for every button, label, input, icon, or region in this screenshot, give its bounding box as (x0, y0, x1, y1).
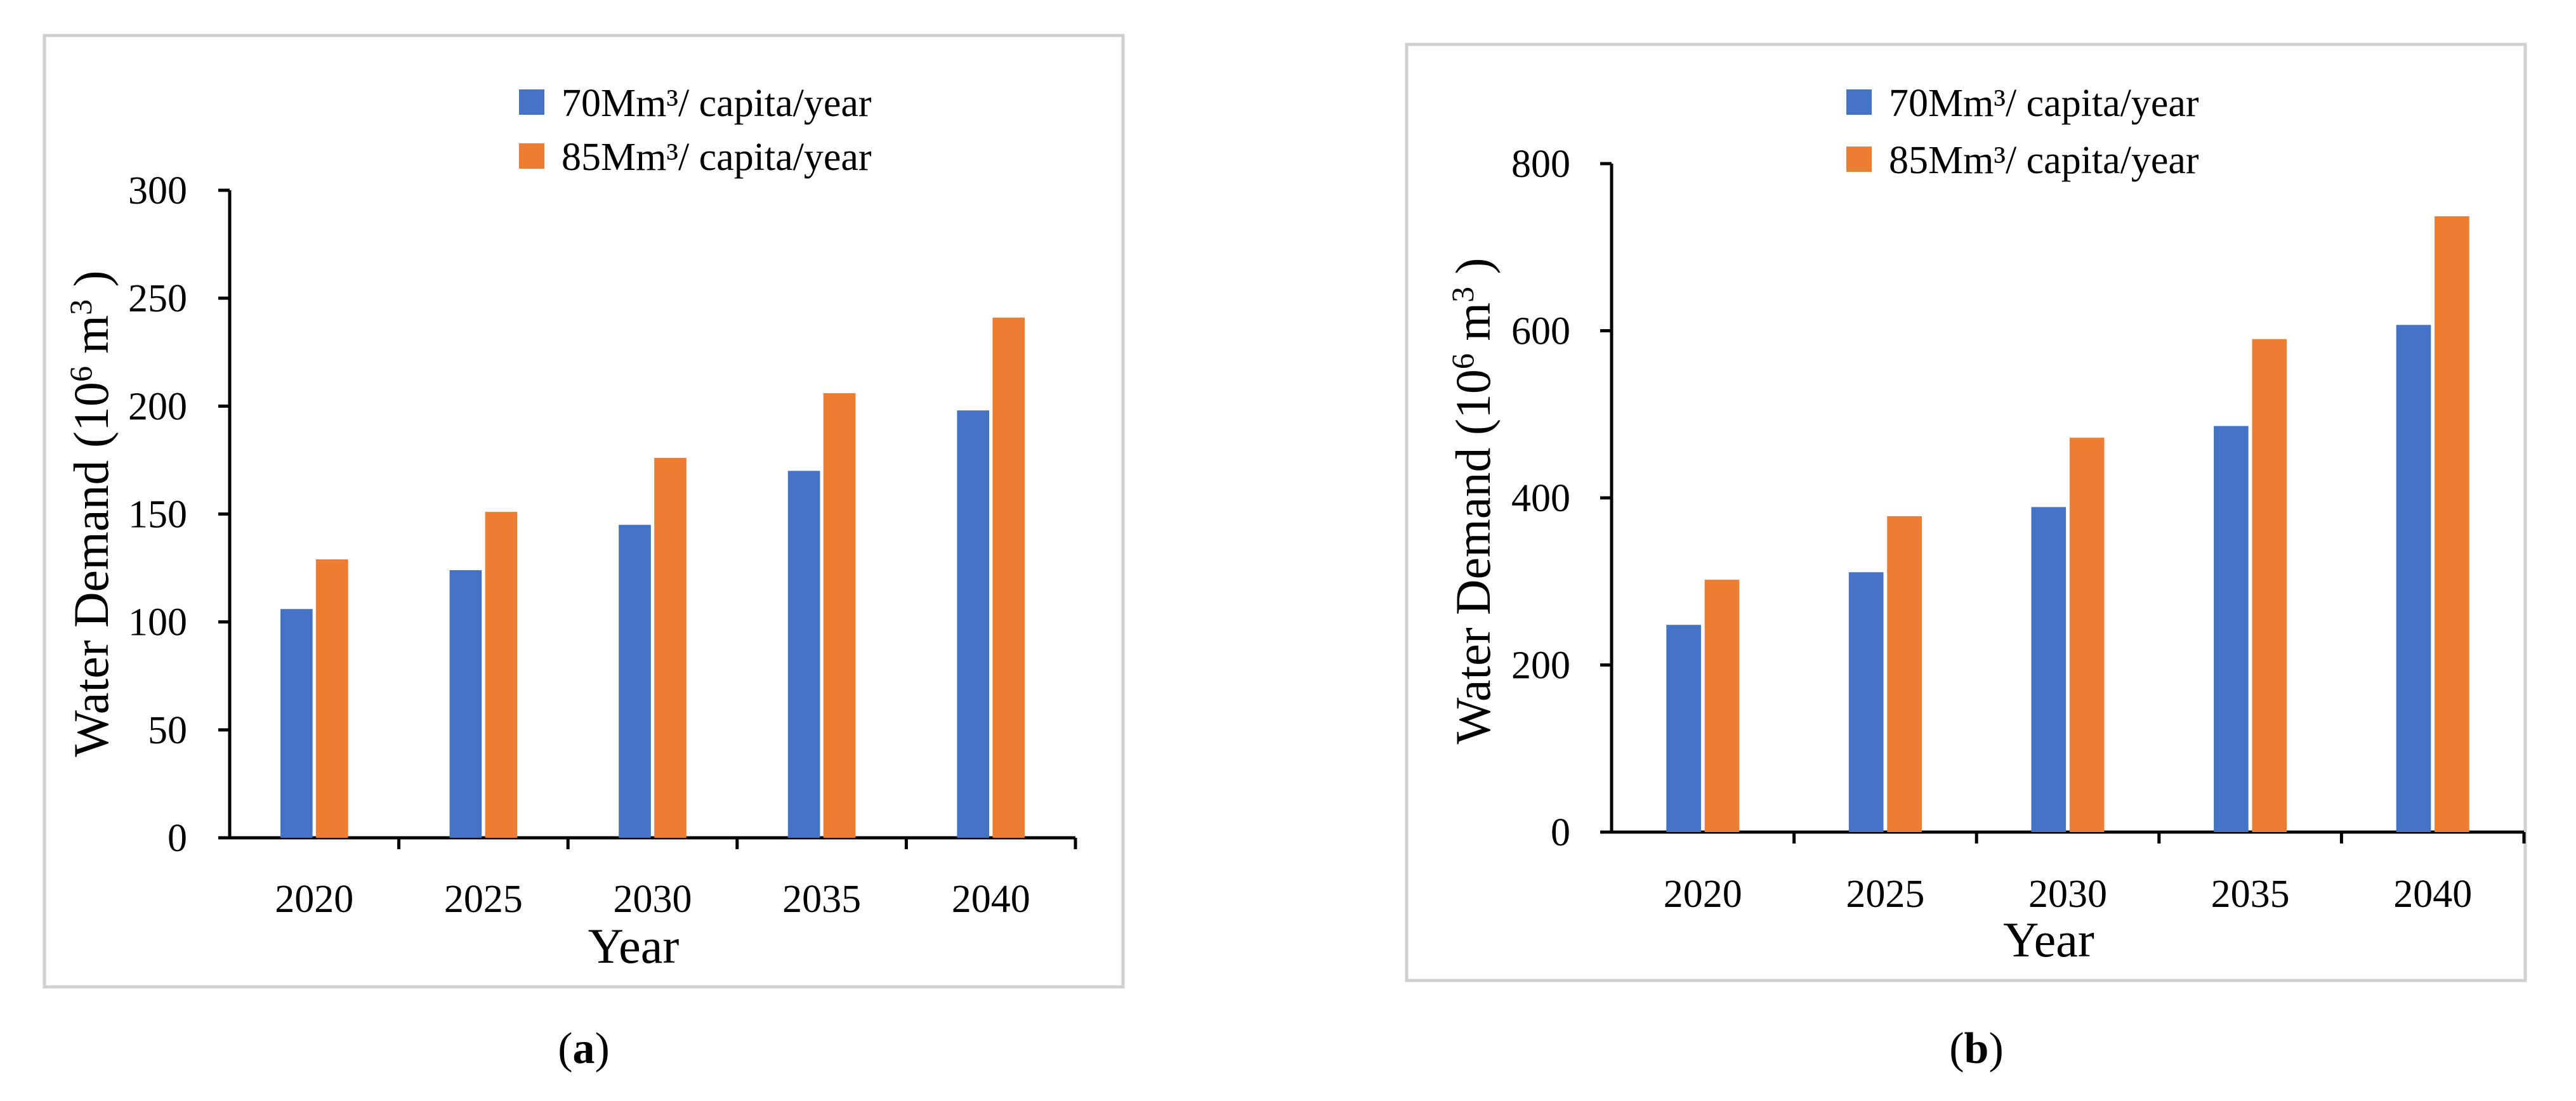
bar-b-s1-2040 (2435, 216, 2469, 832)
legend-label-a-1: 85Mm³/ capita/year (562, 136, 872, 179)
bar-a-s1-2035 (823, 393, 856, 838)
bar-a-s0-2020 (280, 609, 313, 838)
x-tick-label-b-1: 2025 (1846, 873, 1924, 916)
bar-a-s0-2035 (787, 471, 820, 838)
bar-a-s1-2020 (315, 559, 348, 838)
legend-label-a-0: 70Mm³/ capita/year (562, 82, 872, 125)
y-axis-title-part-b-0: Water Demand (10 (1445, 369, 1501, 744)
panel-a-frame (43, 34, 1125, 989)
y-tick-label-a-2: 100 (128, 601, 187, 644)
y-tick-label-b-3: 600 (1511, 310, 1570, 353)
y-axis-title-part-b-2: m (1445, 303, 1501, 353)
x-tick-label-b-2: 2030 (2028, 873, 2107, 916)
bar-a-s0-2030 (619, 524, 651, 838)
y-tick-label-a-1: 50 (148, 709, 187, 752)
y-axis-title-part-b-3: 3 (1445, 287, 1480, 303)
legend-swatch-a-0 (519, 89, 544, 115)
y-axis-title-part-a-3: 3 (63, 299, 98, 315)
y-axis-title-b: Water Demand (106 m3 ) (1445, 257, 1501, 744)
y-tick-label-b-1: 200 (1511, 644, 1570, 687)
bar-b-s1-2020 (1704, 580, 1740, 832)
y-tick-label-b-2: 400 (1511, 477, 1570, 520)
legend-swatch-b-1 (1846, 147, 1872, 172)
x-tick-label-b-0: 2020 (1664, 873, 1742, 916)
y-tick-label-a-3: 150 (128, 493, 187, 537)
x-axis-title-b: Year (2003, 912, 2094, 967)
legend-label-b-0: 70Mm³/ capita/year (1889, 82, 2199, 125)
bar-a-s1-2040 (992, 317, 1025, 838)
caption-b: (b) (1949, 1024, 2004, 1073)
y-tick-label-a-6: 300 (128, 169, 187, 212)
y-axis-title-part-a-2: m (63, 315, 119, 366)
bar-b-s0-2040 (2396, 325, 2431, 832)
x-tick-label-a-2: 2030 (614, 878, 692, 921)
x-tick-label-a-4: 2040 (952, 878, 1030, 921)
x-tick-label-b-3: 2035 (2211, 873, 2290, 916)
y-tick-label-b-4: 800 (1511, 143, 1570, 186)
y-tick-label-b-0: 0 (1551, 811, 1570, 854)
bar-b-s1-2030 (2069, 438, 2105, 832)
bar-b-s1-2025 (1887, 516, 1922, 832)
x-tick-label-b-4: 2040 (2393, 873, 2472, 916)
bar-b-s0-2025 (1848, 572, 1884, 832)
x-axis-title-a: Year (588, 918, 680, 974)
y-axis-title-part-b-1: 6 (1445, 353, 1480, 369)
y-tick-label-a-4: 200 (128, 385, 187, 428)
y-axis-title-part-a-0: Water Demand (10 (63, 382, 119, 757)
bar-a-s0-2025 (449, 570, 482, 838)
chart-panel-a: 0 50 100 150 200 250 300 2020 2025 2030 2035 2040 Ye… (43, 34, 1125, 989)
bar-b-s0-2035 (2214, 426, 2249, 832)
y-tick-label-a-0: 0 (168, 817, 187, 860)
bar-a-s1-2030 (654, 458, 687, 838)
y-axis-title-part-b-4: ) (1445, 257, 1501, 286)
bar-b-s1-2035 (2252, 339, 2287, 832)
panel-b-frame (1405, 42, 2527, 982)
y-tick-label-a-5: 250 (128, 277, 187, 320)
y-axis-title-a: Water Demand (106 m3 ) (63, 270, 119, 757)
chart-panel-b: 0 200 400 600 800 2020 2025 2030 2035 2040 Year Wat… (1405, 42, 2527, 982)
y-axis-title-part-a-4: ) (63, 270, 119, 299)
bar-b-s0-2030 (2031, 507, 2067, 832)
caption-a: (a) (558, 1024, 610, 1073)
x-tick-label-a-0: 2020 (275, 878, 353, 921)
x-tick-label-a-1: 2025 (444, 878, 523, 921)
bar-a-s0-2040 (957, 410, 990, 838)
y-axis-title-part-a-1: 6 (63, 366, 98, 382)
legend-label-b-1: 85Mm³/ capita/year (1889, 139, 2199, 182)
legend-swatch-a-1 (519, 143, 544, 169)
x-tick-label-a-3: 2035 (782, 878, 861, 921)
bar-b-s0-2020 (1666, 625, 1701, 832)
legend-swatch-b-0 (1846, 89, 1872, 115)
bar-a-s1-2025 (485, 512, 518, 838)
